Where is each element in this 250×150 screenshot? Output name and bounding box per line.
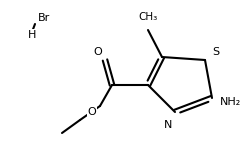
Text: N: N bbox=[163, 120, 172, 130]
Text: CH₃: CH₃ bbox=[138, 12, 157, 22]
Text: NH₂: NH₂ bbox=[219, 97, 240, 107]
Text: S: S bbox=[211, 47, 218, 57]
Text: O: O bbox=[93, 47, 102, 57]
Text: Br: Br bbox=[38, 13, 50, 23]
Text: O: O bbox=[87, 107, 96, 117]
Text: H: H bbox=[28, 30, 36, 40]
